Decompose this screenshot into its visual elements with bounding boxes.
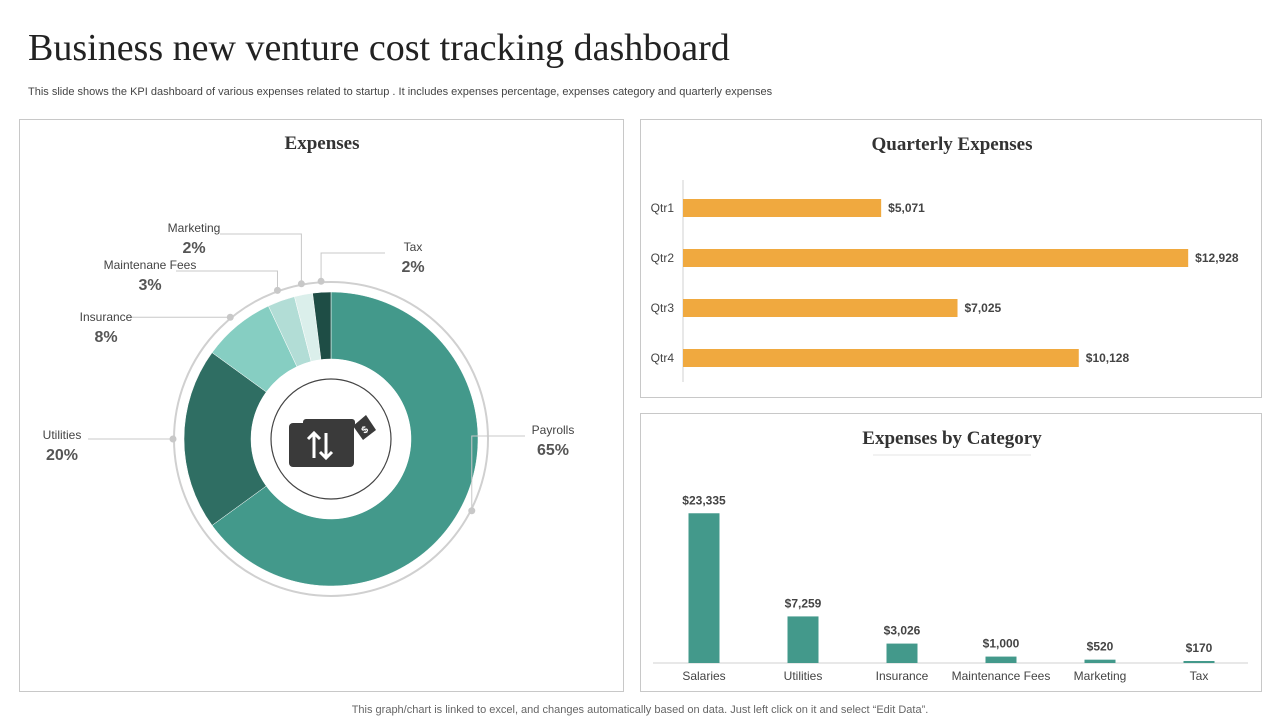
quarter-bar-qtr3 [683, 299, 958, 317]
callout-label-maintenane-fees: Maintenane Fees [104, 258, 197, 272]
callout-insurance: Insurance 8% [80, 310, 234, 346]
callout-value-tax: 2% [401, 259, 424, 276]
quarter-bar-qtr4 [683, 349, 1079, 367]
expenses-donut-chart: Expenses $ Payrolls 65% Utilities 20% Insura… [43, 133, 575, 597]
quarter-bar-qtr1 [683, 199, 882, 217]
callout-value-insurance: 8% [94, 329, 117, 346]
quarter-label-qtr4: Qtr4 [651, 351, 675, 365]
callout-label-marketing: Marketing [168, 221, 221, 235]
category-label-salaries: Salaries [682, 669, 725, 683]
callout-value-payrolls: 65% [537, 442, 569, 459]
callout-utilities: Utilities 20% [43, 428, 177, 464]
category-chart-title: Expenses by Category [862, 428, 1042, 449]
category-label-maintenance-fees: Maintenance Fees [952, 669, 1051, 683]
quarterly-chart-title: Quarterly Expenses [872, 134, 1033, 155]
expenses-by-category-panel: Expenses by Category $23,335 Salaries $7,2… [640, 413, 1262, 692]
footnote: This graph/chart is linked to excel, and… [351, 704, 929, 716]
category-value-salaries: $23,335 [682, 493, 726, 507]
quarterly-expenses-chart: Quarterly Expenses Qtr1 $5,071 Qtr2 $12,928… [651, 134, 1239, 382]
callout-marketing: Marketing 2% [168, 221, 305, 288]
category-bar-marketing [1084, 659, 1116, 663]
category-value-utilities: $7,259 [785, 596, 822, 610]
callout-value-utilities: 20% [46, 447, 78, 464]
quarterly-expenses-panel: Quarterly Expenses Qtr1 $5,071 Qtr2 $12,928… [640, 119, 1262, 398]
quarter-value-qtr2: $12,928 [1195, 251, 1239, 265]
category-value-marketing: $520 [1087, 640, 1114, 654]
callout-tax: Tax 2% [317, 240, 425, 285]
expenses-panel: Expenses $ Payrolls 65% Utilities 20% Insura… [19, 119, 624, 692]
category-label-insurance: Insurance [876, 669, 929, 683]
category-label-utilities: Utilities [784, 669, 823, 683]
callout-label-payrolls: Payrolls [532, 423, 575, 437]
callout-payrolls: Payrolls 65% [468, 423, 575, 515]
category-value-insurance: $3,026 [884, 624, 921, 638]
quarter-value-qtr1: $5,071 [888, 201, 925, 215]
category-bar-salaries [688, 513, 720, 663]
quarter-value-qtr4: $10,128 [1086, 351, 1130, 365]
category-label-marketing: Marketing [1074, 669, 1127, 683]
quarter-label-qtr2: Qtr2 [651, 251, 675, 265]
svg-text:$: $ [360, 424, 372, 436]
callout-value-marketing: 2% [182, 240, 205, 257]
callout-maintenane-fees: Maintenane Fees 3% [104, 258, 281, 294]
callout-label-tax: Tax [404, 240, 423, 254]
category-label-tax: Tax [1190, 669, 1209, 683]
expenses-by-category-chart: Expenses by Category $23,335 Salaries $7,2… [653, 428, 1248, 683]
category-bar-maintenance-fees [985, 656, 1017, 663]
quarter-label-qtr1: Qtr1 [651, 201, 675, 215]
donut-center-ring [270, 378, 392, 500]
page-title: Business new venture cost tracking dashb… [28, 27, 730, 69]
quarter-label-qtr3: Qtr3 [651, 301, 675, 315]
category-value-maintenance-fees: $1,000 [983, 637, 1020, 651]
callout-value-maintenane-fees: 3% [138, 277, 161, 294]
category-bar-tax [1183, 661, 1215, 663]
category-bar-insurance [886, 643, 918, 663]
category-bar-utilities [787, 616, 819, 663]
category-value-tax: $170 [1186, 641, 1213, 655]
page-subtitle: This slide shows the KPI dashboard of va… [28, 86, 773, 98]
expenses-chart-title: Expenses [285, 133, 360, 154]
callout-label-utilities: Utilities [43, 428, 82, 442]
quarter-bar-qtr2 [683, 249, 1189, 267]
callout-label-insurance: Insurance [80, 310, 133, 324]
wallet-money-transfer-icon: $ [289, 415, 376, 467]
quarter-value-qtr3: $7,025 [965, 301, 1002, 315]
